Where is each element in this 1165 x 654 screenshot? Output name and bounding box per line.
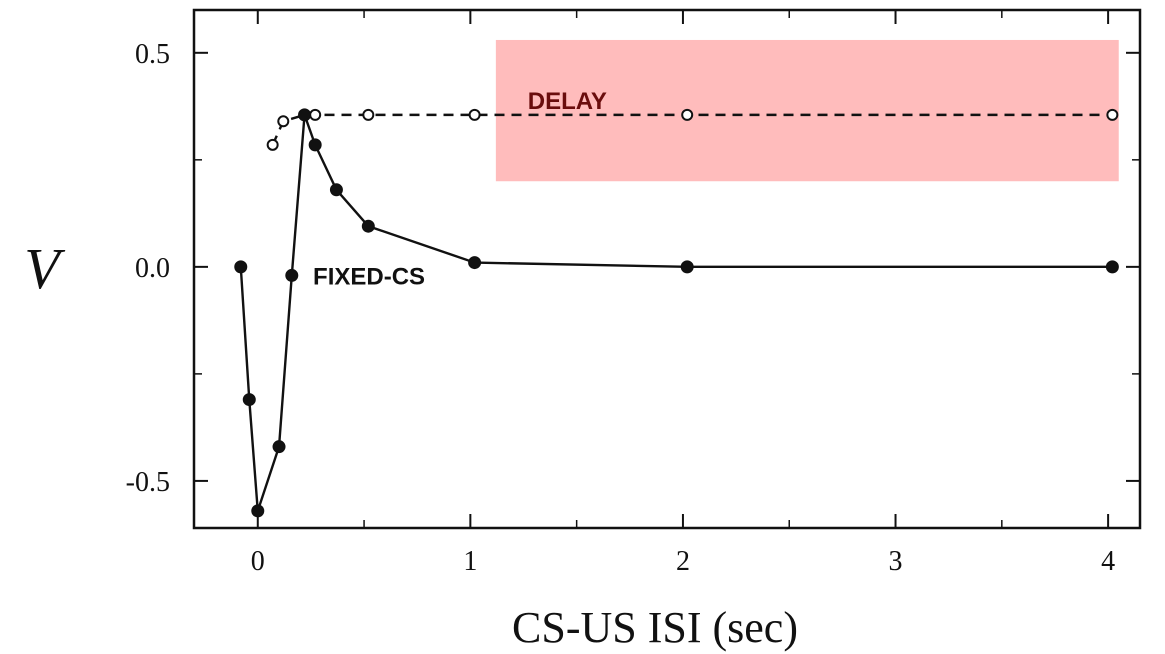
y-tick-label: 0.0 bbox=[135, 253, 170, 284]
data-point-fixed-cs bbox=[272, 440, 286, 454]
series-line-fixed-cs bbox=[239, 114, 1113, 512]
data-point-fixed-cs bbox=[298, 108, 312, 122]
data-point-delay bbox=[1106, 108, 1119, 121]
y-axis-label: V bbox=[24, 236, 66, 301]
y-tick-label: -0.5 bbox=[126, 467, 170, 498]
annotation-delay: DELAY bbox=[528, 88, 607, 115]
x-tick-labels: 0 1 2 3 4 bbox=[251, 546, 1115, 577]
data-point-delay bbox=[681, 108, 694, 121]
series-points bbox=[234, 108, 1119, 518]
data-point-delay bbox=[277, 115, 290, 128]
data-point-delay bbox=[468, 108, 481, 121]
data-point-fixed-cs bbox=[285, 268, 299, 282]
data-point-fixed-cs bbox=[680, 260, 694, 274]
data-point-delay bbox=[362, 108, 375, 121]
series-line-delay bbox=[271, 113, 1113, 146]
data-point-delay bbox=[266, 138, 279, 151]
data-point-delay bbox=[309, 108, 322, 121]
x-tick-label: 4 bbox=[1101, 546, 1115, 577]
y-tick-labels: -0.5 0.0 0.5 bbox=[126, 39, 170, 498]
data-point-fixed-cs bbox=[234, 260, 248, 274]
annotations: DELAY FIXED-CS bbox=[313, 88, 607, 291]
data-point-fixed-cs bbox=[251, 504, 265, 518]
data-point-fixed-cs bbox=[308, 138, 322, 152]
x-tick-label: 3 bbox=[889, 546, 903, 577]
x-tick-label: 2 bbox=[676, 546, 690, 577]
data-point-fixed-cs bbox=[468, 256, 482, 270]
x-axis-label: CS-US ISI (sec) bbox=[512, 603, 798, 652]
x-tick-label: 1 bbox=[463, 546, 477, 577]
annotation-fixed-cs: FIXED-CS bbox=[313, 263, 425, 290]
plot-frame bbox=[192, 8, 1142, 530]
y-tick-label: 0.5 bbox=[135, 39, 170, 70]
data-point-fixed-cs bbox=[361, 219, 375, 233]
x-tick-label: 0 bbox=[251, 546, 265, 577]
data-point-fixed-cs bbox=[329, 183, 343, 197]
data-point-fixed-cs bbox=[1105, 260, 1119, 274]
series-lines bbox=[239, 113, 1113, 512]
data-point-fixed-cs bbox=[242, 393, 256, 407]
highlight-region bbox=[495, 39, 1119, 182]
